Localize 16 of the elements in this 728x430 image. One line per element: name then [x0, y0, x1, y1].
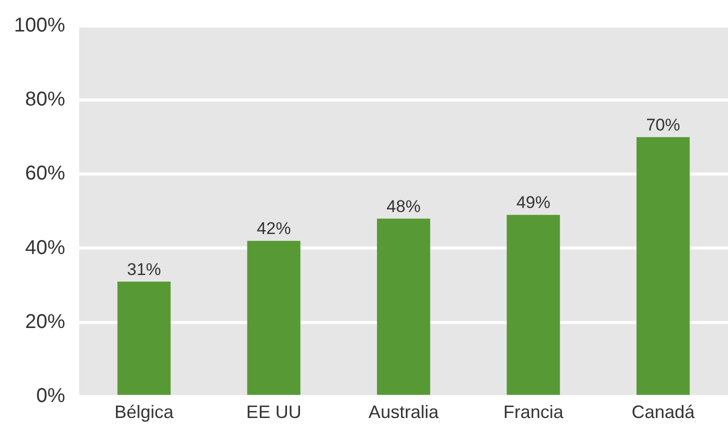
x-tick-label: Canadá	[632, 402, 696, 422]
x-tick-label: Australia	[368, 402, 440, 422]
data-label: 31%	[127, 260, 162, 279]
y-tick-label: 60%	[25, 162, 66, 185]
y-tick-label: 100%	[14, 14, 66, 37]
data-label: 48%	[386, 196, 421, 216]
y-tick-label: 40%	[25, 236, 66, 259]
x-tick-label: Bélgica	[114, 402, 175, 422]
y-tick-label: 20%	[25, 310, 66, 333]
data-label: 49%	[516, 193, 550, 212]
data-label: 42%	[256, 219, 291, 238]
x-tick-label: Francia	[503, 402, 564, 422]
x-tick-label: EE UU	[246, 402, 302, 422]
y-tick-label: 0%	[36, 384, 66, 407]
data-label: 70%	[646, 115, 680, 134]
y-tick-label: 80%	[25, 88, 66, 111]
